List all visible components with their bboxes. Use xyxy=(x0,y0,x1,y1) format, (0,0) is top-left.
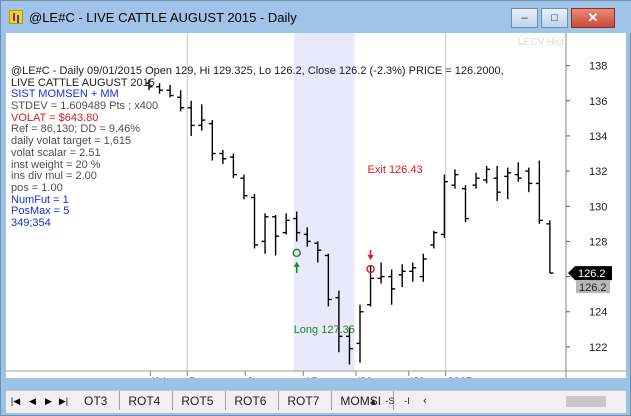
info-line: PosMax = 5 xyxy=(11,205,70,218)
x-tick-label: '24 xyxy=(152,376,166,378)
indicator-info-panel: @LE#C - Daily 09/01/2015 Open 129, Hi 12… xyxy=(11,65,504,230)
close-price-badge xyxy=(576,280,610,294)
chart-area[interactable]: 122124126128130132134136138'24Dec815'22'… xyxy=(6,33,626,378)
info-line: volat scalar = 2.51 xyxy=(11,146,101,159)
window-title: @LE#C - LIVE CATTLE AUGUST 2015 - Daily xyxy=(29,10,297,25)
y-tick-label: 124 xyxy=(589,307,607,319)
sheet-tab[interactable]: ROT6 xyxy=(226,391,280,410)
info-line: Ref = 86,130; DD = 9.46% xyxy=(11,123,141,136)
sheet-tab[interactable]: ROT7 xyxy=(279,391,333,410)
exit-label: Exit 126.43 xyxy=(368,164,423,176)
minimize-button[interactable]: – xyxy=(511,8,538,28)
watermark-label: LECV Hist xyxy=(518,37,564,48)
info-line: pos = 1.00 xyxy=(11,181,63,194)
x-tick-label: 8 xyxy=(247,376,253,378)
last-price-badge xyxy=(568,266,612,281)
info-line: VOLAT = $643.80 xyxy=(11,111,99,124)
x-tick-label: Dec xyxy=(189,376,209,378)
entry-arrow-head xyxy=(293,261,300,267)
info-line: STDEV = 1.609489 Pts ; x400 xyxy=(11,100,159,113)
info-line: NumFut = 1 xyxy=(11,193,69,206)
price-chart[interactable]: 122124126128130132134136138'24Dec815'22'… xyxy=(6,33,626,378)
y-tick-label: 130 xyxy=(589,201,607,213)
first-icon[interactable]: |◀ xyxy=(10,396,21,406)
last-price-label: 126.2 xyxy=(578,268,606,280)
info-line: @LE#C - Daily 09/01/2015 Open 129, Hi 12… xyxy=(11,65,504,77)
maximize-button[interactable]: □ xyxy=(541,8,568,28)
x-tick-label: '29 xyxy=(411,376,425,378)
next-icon[interactable]: ▶ xyxy=(45,396,52,406)
scrollbar-thumb[interactable] xyxy=(566,396,606,407)
entry-marker[interactable] xyxy=(292,248,301,258)
lock-icon[interactable]: ▲ xyxy=(368,396,378,406)
bottom-toolbar: |◀ ◀ ▶ ▶| OT3 ROT4 ROT5 ROT6 ROT7 MOMSI ▲ -S … xyxy=(6,390,626,413)
y-tick-label: 136 xyxy=(589,96,607,108)
last-icon[interactable]: ▶| xyxy=(58,396,69,406)
scale-i-button[interactable]: -I xyxy=(404,396,410,406)
sheet-tab[interactable]: OT3 xyxy=(76,391,121,410)
sheet-tab[interactable]: ROT5 xyxy=(173,391,227,410)
info-line: 349;354 xyxy=(11,216,51,229)
scroll-left-icon[interactable]: ‹ xyxy=(423,395,427,407)
y-tick-label: 132 xyxy=(589,166,607,178)
prev-icon[interactable]: ◀ xyxy=(29,396,36,406)
info-line: daily volat target = 1,615 xyxy=(11,135,132,148)
info-line: ins div mul = 2.00 xyxy=(11,170,97,183)
entry-label: Long 127.35 xyxy=(294,324,355,336)
info-line: LIVE CATTLE AUGUST 2015 xyxy=(11,76,155,89)
info-line: inst weight = 20 % xyxy=(11,158,101,171)
sheet-tab[interactable]: ROT4 xyxy=(120,391,174,410)
close-button[interactable]: ✕ xyxy=(571,8,615,28)
highlight-region xyxy=(293,33,355,372)
y-tick-label: 134 xyxy=(589,131,607,143)
scale-s-button[interactable]: -S xyxy=(385,396,395,406)
y-tick-label: 122 xyxy=(589,342,607,354)
x-tick-label: 2015 xyxy=(448,376,472,378)
sheet-tabs: OT3 ROT4 ROT5 ROT6 ROT7 MOMSI xyxy=(76,391,395,413)
title-bar[interactable]: @LE#C - LIVE CATTLE AUGUST 2015 - Daily … xyxy=(1,1,631,33)
y-tick-label: 128 xyxy=(589,236,607,248)
info-line: SIST MOMSEN + MM xyxy=(11,88,119,101)
x-tick-label: '22 xyxy=(358,376,372,378)
x-tick-label: 15 xyxy=(305,376,317,378)
y-tick-label: 138 xyxy=(589,61,607,73)
sheet-tab[interactable]: MOMSI xyxy=(332,391,395,410)
close-price-label: 126.2 xyxy=(579,282,607,294)
horizontal-scrollbar[interactable] xyxy=(451,394,626,409)
exit-marker[interactable] xyxy=(366,264,375,274)
exit-arrow-head xyxy=(367,255,374,261)
chart-app-icon xyxy=(9,10,23,24)
